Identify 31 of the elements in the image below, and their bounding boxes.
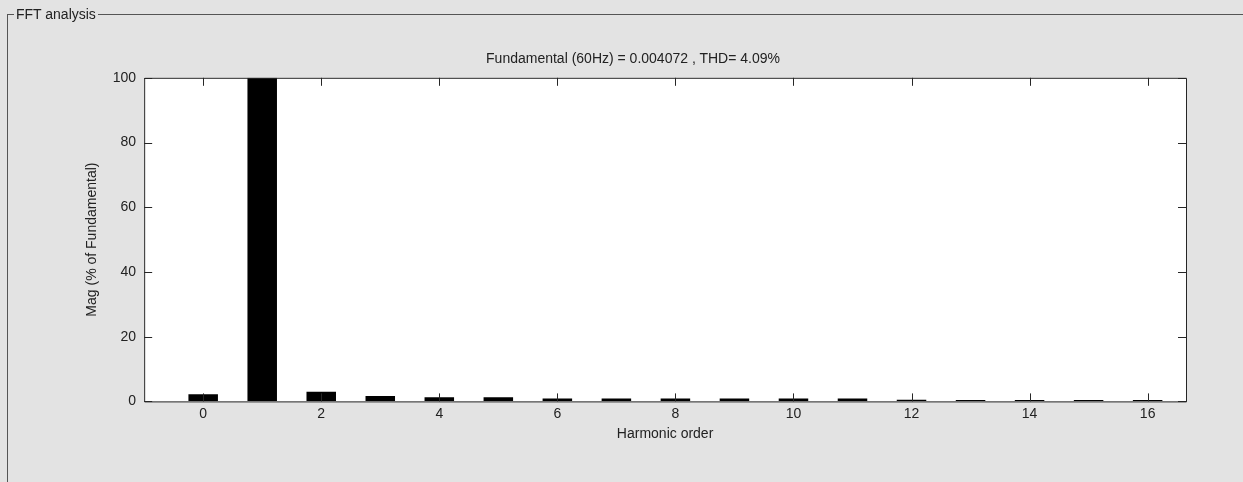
bar (247, 77, 277, 401)
x-tick-label: 0 (199, 404, 208, 421)
y-tick-label: 20 (120, 327, 137, 344)
x-tick-label: 2 (317, 404, 326, 421)
y-tick-label: 100 (112, 68, 137, 85)
y-axis-title: Mag (% of Fundamental) (83, 162, 100, 317)
y-tick-label: 80 (120, 133, 137, 150)
bar (542, 398, 573, 401)
bar (188, 394, 218, 401)
bar (424, 397, 455, 401)
bar (483, 397, 514, 401)
bar (837, 398, 868, 401)
y-tick-label: 0 (128, 392, 137, 409)
bar (660, 398, 691, 401)
x-tick-label: 10 (785, 404, 802, 421)
bar (365, 395, 396, 401)
chart-title: FFT analysis (15, 6, 97, 22)
x-axis-title: Harmonic order (616, 425, 714, 442)
x-tick-label: 14 (1021, 404, 1038, 421)
x-tick-label: 16 (1139, 404, 1156, 421)
bar (719, 398, 750, 401)
chart-subtitle: Fundamental (60Hz) = 0.004072 , THD= 4.09% (486, 50, 780, 67)
x-tick-label: 4 (435, 404, 444, 421)
x-tick-label: 12 (903, 404, 920, 421)
x-tick-label: 6 (553, 404, 562, 421)
bar (306, 391, 336, 401)
y-tick-label: 60 (120, 198, 137, 215)
y-tick-label: 40 (120, 262, 137, 279)
x-tick-label: 8 (671, 404, 680, 421)
bar (778, 398, 809, 401)
bar (601, 398, 632, 401)
